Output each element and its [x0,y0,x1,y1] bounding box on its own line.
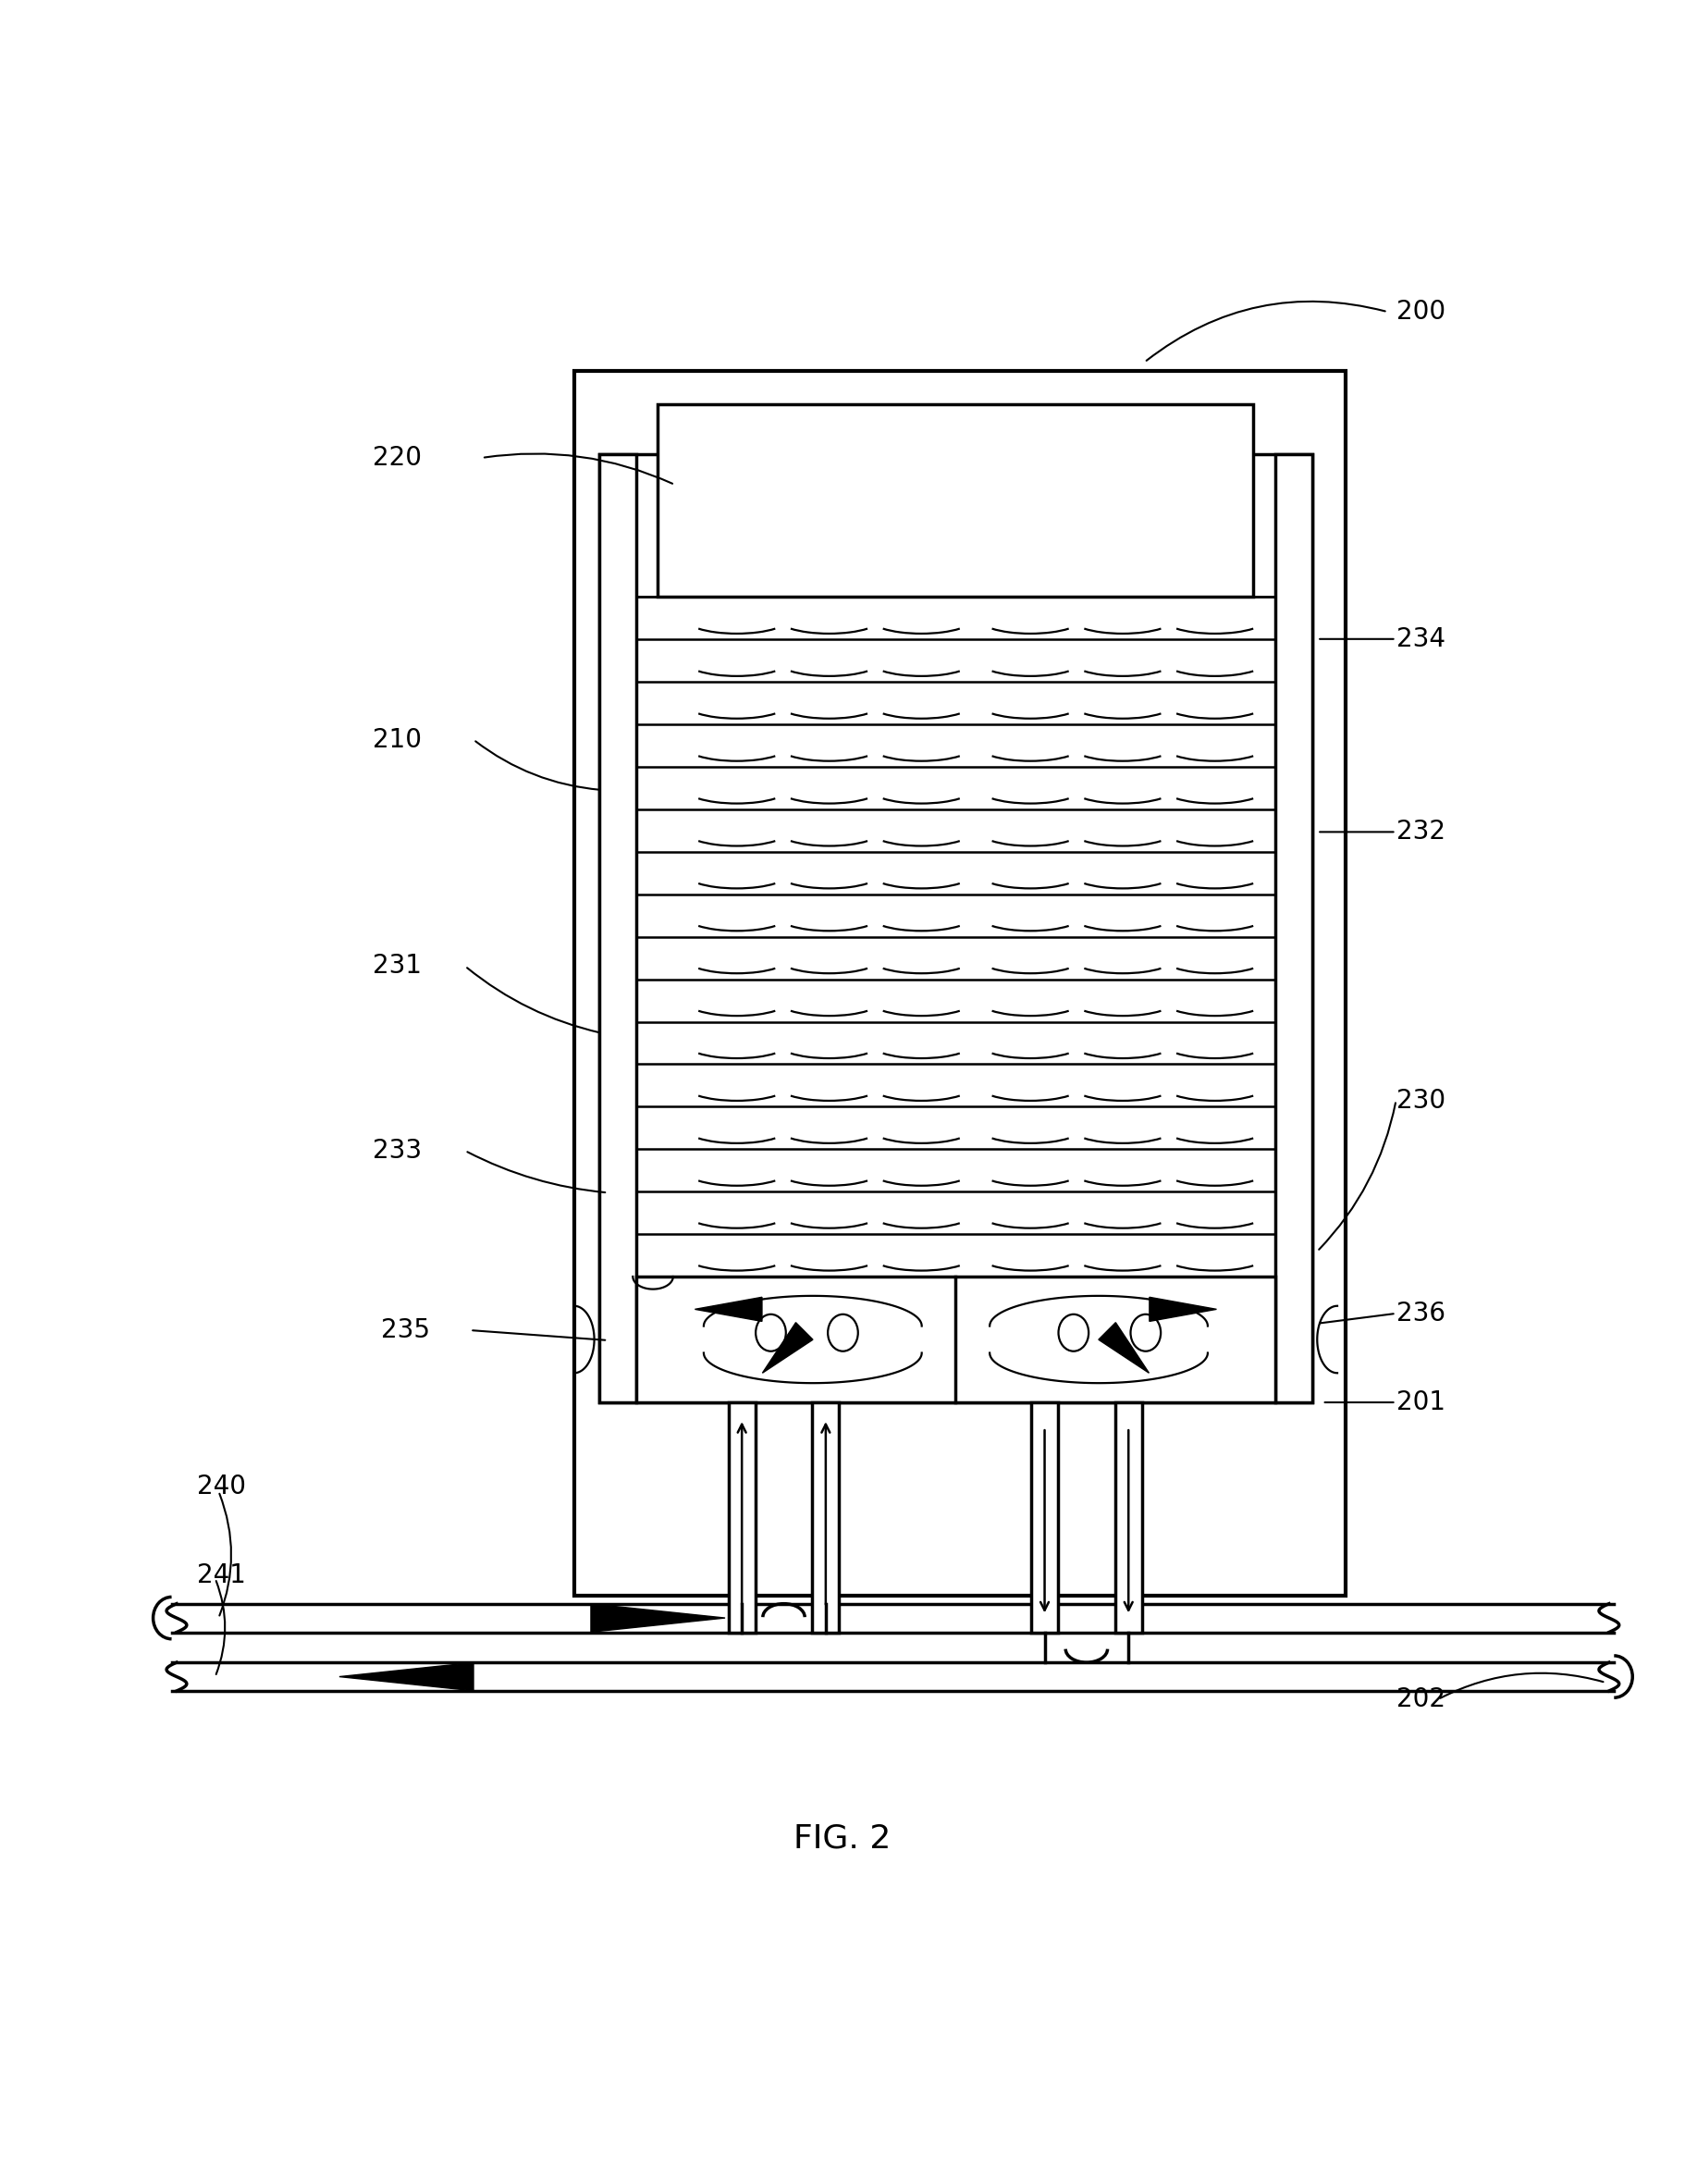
Text: 202: 202 [1395,1686,1446,1712]
Text: FIG. 2: FIG. 2 [794,1824,891,1854]
Polygon shape [762,1324,812,1374]
Text: 236: 236 [1395,1299,1446,1326]
Polygon shape [1099,1324,1149,1374]
Polygon shape [339,1662,473,1690]
Text: 210: 210 [372,727,421,753]
Bar [812,1402,839,1631]
Text: 220: 220 [372,446,421,472]
Text: 201: 201 [1395,1389,1446,1415]
Bar [1031,1402,1058,1631]
Bar [659,404,1254,596]
Bar [575,371,1346,1594]
Text: 200: 200 [1395,299,1446,325]
Bar [728,1402,755,1631]
Bar [637,1275,1276,1402]
Bar [1276,454,1313,1402]
Text: 235: 235 [381,1317,430,1343]
Polygon shape [1149,1297,1217,1321]
Bar [600,454,1313,1402]
Text: 231: 231 [372,952,421,978]
Text: 240: 240 [197,1474,246,1498]
Text: 241: 241 [197,1562,246,1588]
Bar [1115,1402,1142,1631]
Text: 230: 230 [1395,1088,1446,1114]
Text: 232: 232 [1395,819,1446,845]
Text: 233: 233 [372,1138,421,1164]
Polygon shape [694,1297,762,1321]
Bar [600,454,637,1402]
Polygon shape [591,1603,725,1631]
Text: 234: 234 [1395,627,1446,653]
